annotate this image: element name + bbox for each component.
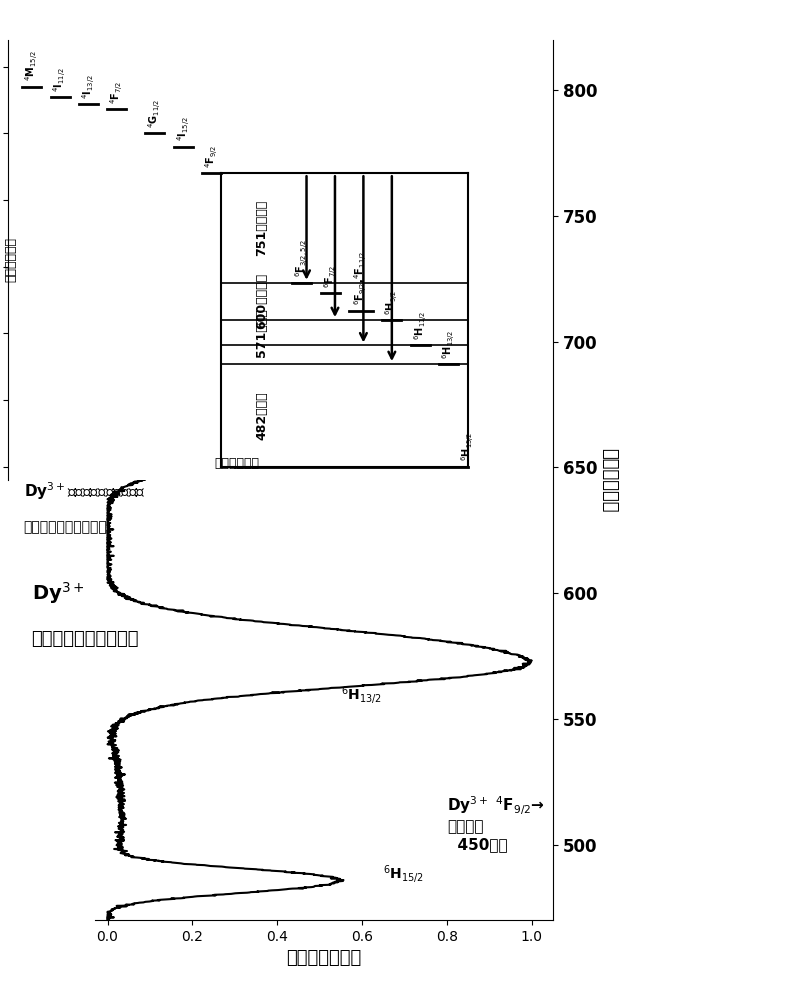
- Text: $^6$F$_{9/2}$,$^4$F$_{11/2}$: $^6$F$_{9/2}$,$^4$F$_{11/2}$: [352, 251, 370, 305]
- Text: 能级图及对应发射波长: 能级图及对应发射波长: [24, 520, 107, 534]
- Text: 482纳米光: 482纳米光: [255, 391, 268, 440]
- Text: 能量（波数）: 能量（波数）: [4, 237, 17, 282]
- Text: $^6$F$_{3/2,5/2}$: $^6$F$_{3/2,5/2}$: [293, 240, 310, 277]
- Text: $^4$I$_{13/2}$: $^4$I$_{13/2}$: [80, 74, 97, 99]
- Text: $^4$I$_{15/2}$: $^4$I$_{15/2}$: [175, 117, 192, 141]
- Text: $^6$H$_{15/2}$: $^6$H$_{15/2}$: [459, 432, 476, 461]
- Text: $^4$F$_{7/2}$: $^4$F$_{7/2}$: [108, 81, 126, 104]
- Text: $^6$H$_{9/2}$: $^6$H$_{9/2}$: [383, 290, 401, 315]
- Text: 751纳米激光: 751纳米激光: [255, 200, 268, 256]
- Text: $^6$H$_{15/2}$: $^6$H$_{15/2}$: [383, 863, 424, 885]
- Text: 600纳米激光: 600纳米激光: [255, 273, 268, 329]
- Text: $^6$H$_{11/2}$: $^6$H$_{11/2}$: [277, 451, 318, 472]
- Text: $^6$H$_{11/2}$: $^6$H$_{11/2}$: [412, 311, 429, 340]
- Text: $^4$M$_{15/2}$: $^4$M$_{15/2}$: [23, 51, 40, 81]
- Text: $^4$I$_{11/2}$: $^4$I$_{11/2}$: [51, 67, 69, 92]
- Text: $^6$H$_{13/2}$: $^6$H$_{13/2}$: [440, 329, 457, 359]
- X-axis label: 强度（归一化）: 强度（归一化）: [286, 949, 362, 967]
- Text: 571黄单光: 571黄单光: [255, 308, 268, 357]
- Text: Dy$^{3+}$能级图及对应发射波长: Dy$^{3+}$能级图及对应发射波长: [24, 480, 145, 502]
- Text: 能量（波数）: 能量（波数）: [215, 457, 259, 470]
- Text: $^4$F$_{9/2}$: $^4$F$_{9/2}$: [203, 145, 220, 168]
- Text: Dy$^{3+}$: Dy$^{3+}$: [32, 580, 84, 606]
- Text: 能级图及对应发射波长: 能级图及对应发射波长: [32, 630, 139, 648]
- Text: $^6$F$_{7/2}$: $^6$F$_{7/2}$: [322, 265, 339, 288]
- Text: Dy$^{3+}$ $^4$F$_{9/2}$→
激发波长
  450纳米: Dy$^{3+}$ $^4$F$_{9/2}$→ 激发波长 450纳米: [447, 794, 544, 852]
- Y-axis label: 波长（纳米）: 波长（纳米）: [600, 448, 619, 512]
- Text: $^4$G$_{11/2}$: $^4$G$_{11/2}$: [146, 99, 164, 128]
- Text: $^6$H$_{13/2}$: $^6$H$_{13/2}$: [340, 685, 382, 706]
- Text: $^6$H$_{9/2}$: $^6$H$_{9/2}$: [340, 169, 376, 191]
